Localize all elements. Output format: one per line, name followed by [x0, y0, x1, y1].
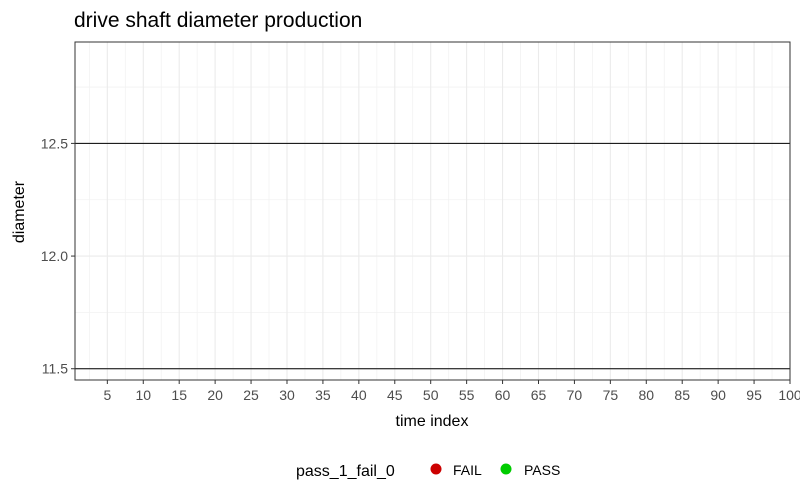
legend-title: pass_1_fail_0 — [296, 463, 395, 480]
legend: pass_1_fail_0 FAIL PASS — [296, 462, 560, 480]
x-axis: 5 10 15 20 25 30 35 40 45 50 55 60 65 70 75 80 85 90 95 100 — [103, 380, 800, 403]
x-tick-label: 5 — [103, 387, 111, 403]
major-grid — [75, 42, 791, 380]
y-axis: 11.5 12.0 12.5 — [41, 135, 75, 377]
x-tick-label: 45 — [387, 387, 403, 403]
legend-item-fail: FAIL — [430, 462, 482, 478]
x-tick-label: 50 — [423, 387, 439, 403]
minor-grid — [75, 42, 790, 380]
x-tick-label: 95 — [746, 387, 762, 403]
legend-item-pass: PASS — [500, 462, 560, 478]
x-tick-label: 80 — [638, 387, 654, 403]
x-tick-label: 70 — [567, 387, 583, 403]
chart-title: drive shaft diameter production — [74, 9, 362, 32]
x-tick-label: 65 — [531, 387, 547, 403]
x-axis-title: time index — [396, 413, 469, 430]
y-tick-label: 11.5 — [42, 361, 68, 377]
x-tick-label: 75 — [603, 387, 619, 403]
y-tick-label: 12.5 — [41, 135, 68, 151]
x-tick-label: 30 — [279, 387, 295, 403]
x-tick-label: 25 — [243, 387, 259, 403]
x-tick-label: 100 — [778, 387, 800, 403]
reference-lines — [75, 142, 790, 370]
x-tick-label: 10 — [135, 387, 151, 403]
x-tick-label: 90 — [710, 387, 726, 403]
legend-label-fail: FAIL — [453, 462, 482, 478]
x-tick-label: 15 — [171, 387, 187, 403]
legend-key-pass — [500, 463, 512, 475]
y-tick-label: 12.0 — [41, 248, 68, 264]
x-tick-label: 40 — [351, 387, 367, 403]
legend-key-fail — [430, 463, 442, 475]
y-axis-title: diameter — [11, 180, 28, 243]
x-tick-label: 60 — [495, 387, 511, 403]
legend-label-pass: PASS — [524, 462, 560, 478]
x-tick-label: 35 — [315, 387, 331, 403]
x-tick-label: 85 — [674, 387, 690, 403]
x-tick-label: 20 — [207, 387, 223, 403]
plot-panel-border — [74, 41, 791, 381]
x-tick-label: 55 — [459, 387, 475, 403]
